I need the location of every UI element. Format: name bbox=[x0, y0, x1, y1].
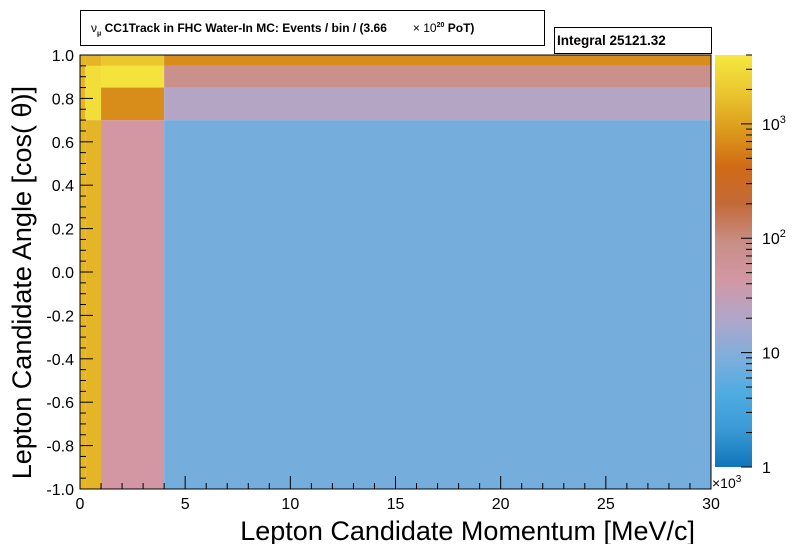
heatmap-bin bbox=[164, 65, 712, 88]
y-tick-label: 0.4 bbox=[52, 178, 74, 195]
title-suffix: PoT) bbox=[444, 21, 475, 35]
heatmap-bin bbox=[85, 65, 102, 121]
stats-integral: Integral 25121.32 bbox=[557, 33, 666, 48]
y-tick-label: 0.8 bbox=[52, 91, 74, 108]
x-tick-label: 0 bbox=[76, 496, 85, 513]
x-axis-multiplier: ×103 bbox=[712, 474, 742, 491]
color-bar-gradient bbox=[715, 55, 752, 467]
y-tick-label: -0.8 bbox=[46, 439, 74, 456]
color-bar-tick-label: 102 bbox=[762, 228, 786, 248]
x-tick-label: 30 bbox=[702, 496, 720, 513]
heatmap-bin bbox=[164, 55, 712, 66]
plot-title: νμ CC1Track in FHC Water-In MC: Events /… bbox=[91, 21, 474, 37]
stats-box: Integral 25121.32 bbox=[554, 27, 712, 54]
x-tick-label: 10 bbox=[281, 496, 299, 513]
y-tick-label: 1.0 bbox=[52, 48, 74, 65]
y-axis: -1.0 -0.8 -0.6 -0.4 -0.2 0.0 0.2 0.4 0.6 0.8 1.0 bbox=[46, 48, 93, 499]
y-tick-label: 0.6 bbox=[52, 135, 74, 152]
y-tick-label: -0.6 bbox=[46, 395, 74, 412]
color-bar: 1 10 102 103 bbox=[715, 54, 786, 477]
heatmap-bin bbox=[85, 120, 102, 489]
y-tick-label: -1.0 bbox=[46, 482, 74, 499]
heatmap-bin bbox=[101, 87, 165, 121]
heatmap-bin bbox=[164, 120, 712, 489]
x-axis-label: Lepton Candidate Momentum [MeV/c] bbox=[240, 516, 695, 544]
title-box: νμ CC1Track in FHC Water-In MC: Events /… bbox=[80, 10, 545, 46]
heatmap-bins bbox=[80, 55, 712, 489]
y-axis-label: Lepton Candidate Angle [cos( θ)] bbox=[7, 86, 37, 479]
color-bar-tick-label: 103 bbox=[762, 114, 786, 134]
y-tick-label: -0.2 bbox=[46, 308, 74, 325]
x-tick-label: 15 bbox=[387, 496, 405, 513]
heatmap-bin bbox=[80, 55, 86, 66]
heatmap-bin bbox=[101, 120, 165, 489]
y-tick-label: -0.4 bbox=[46, 352, 74, 369]
heatmap-bin bbox=[101, 55, 165, 66]
title-mu-subscript: μ bbox=[97, 30, 102, 38]
x-tick-label: 25 bbox=[597, 496, 615, 513]
color-bar-tick-label: 1 bbox=[762, 460, 771, 477]
y-tick-label: 0.0 bbox=[52, 265, 74, 282]
y-tick-label: 0.2 bbox=[52, 222, 74, 239]
x-tick-label: 20 bbox=[492, 496, 510, 513]
title-main-text: CC1Track in FHC Water-In MC: Events / bi… bbox=[101, 21, 387, 35]
x-tick-label: 5 bbox=[181, 496, 190, 513]
heatmap-bin bbox=[101, 65, 165, 88]
color-bar-tick-label: 10 bbox=[762, 346, 780, 363]
heatmap-bin bbox=[85, 55, 102, 66]
heatmap-bin bbox=[164, 87, 712, 121]
title-nu-symbol: ν bbox=[91, 21, 97, 35]
heatmap-bin bbox=[80, 65, 86, 489]
title-exponent: 20 bbox=[436, 22, 445, 29]
title-times: × 10 bbox=[412, 21, 437, 35]
